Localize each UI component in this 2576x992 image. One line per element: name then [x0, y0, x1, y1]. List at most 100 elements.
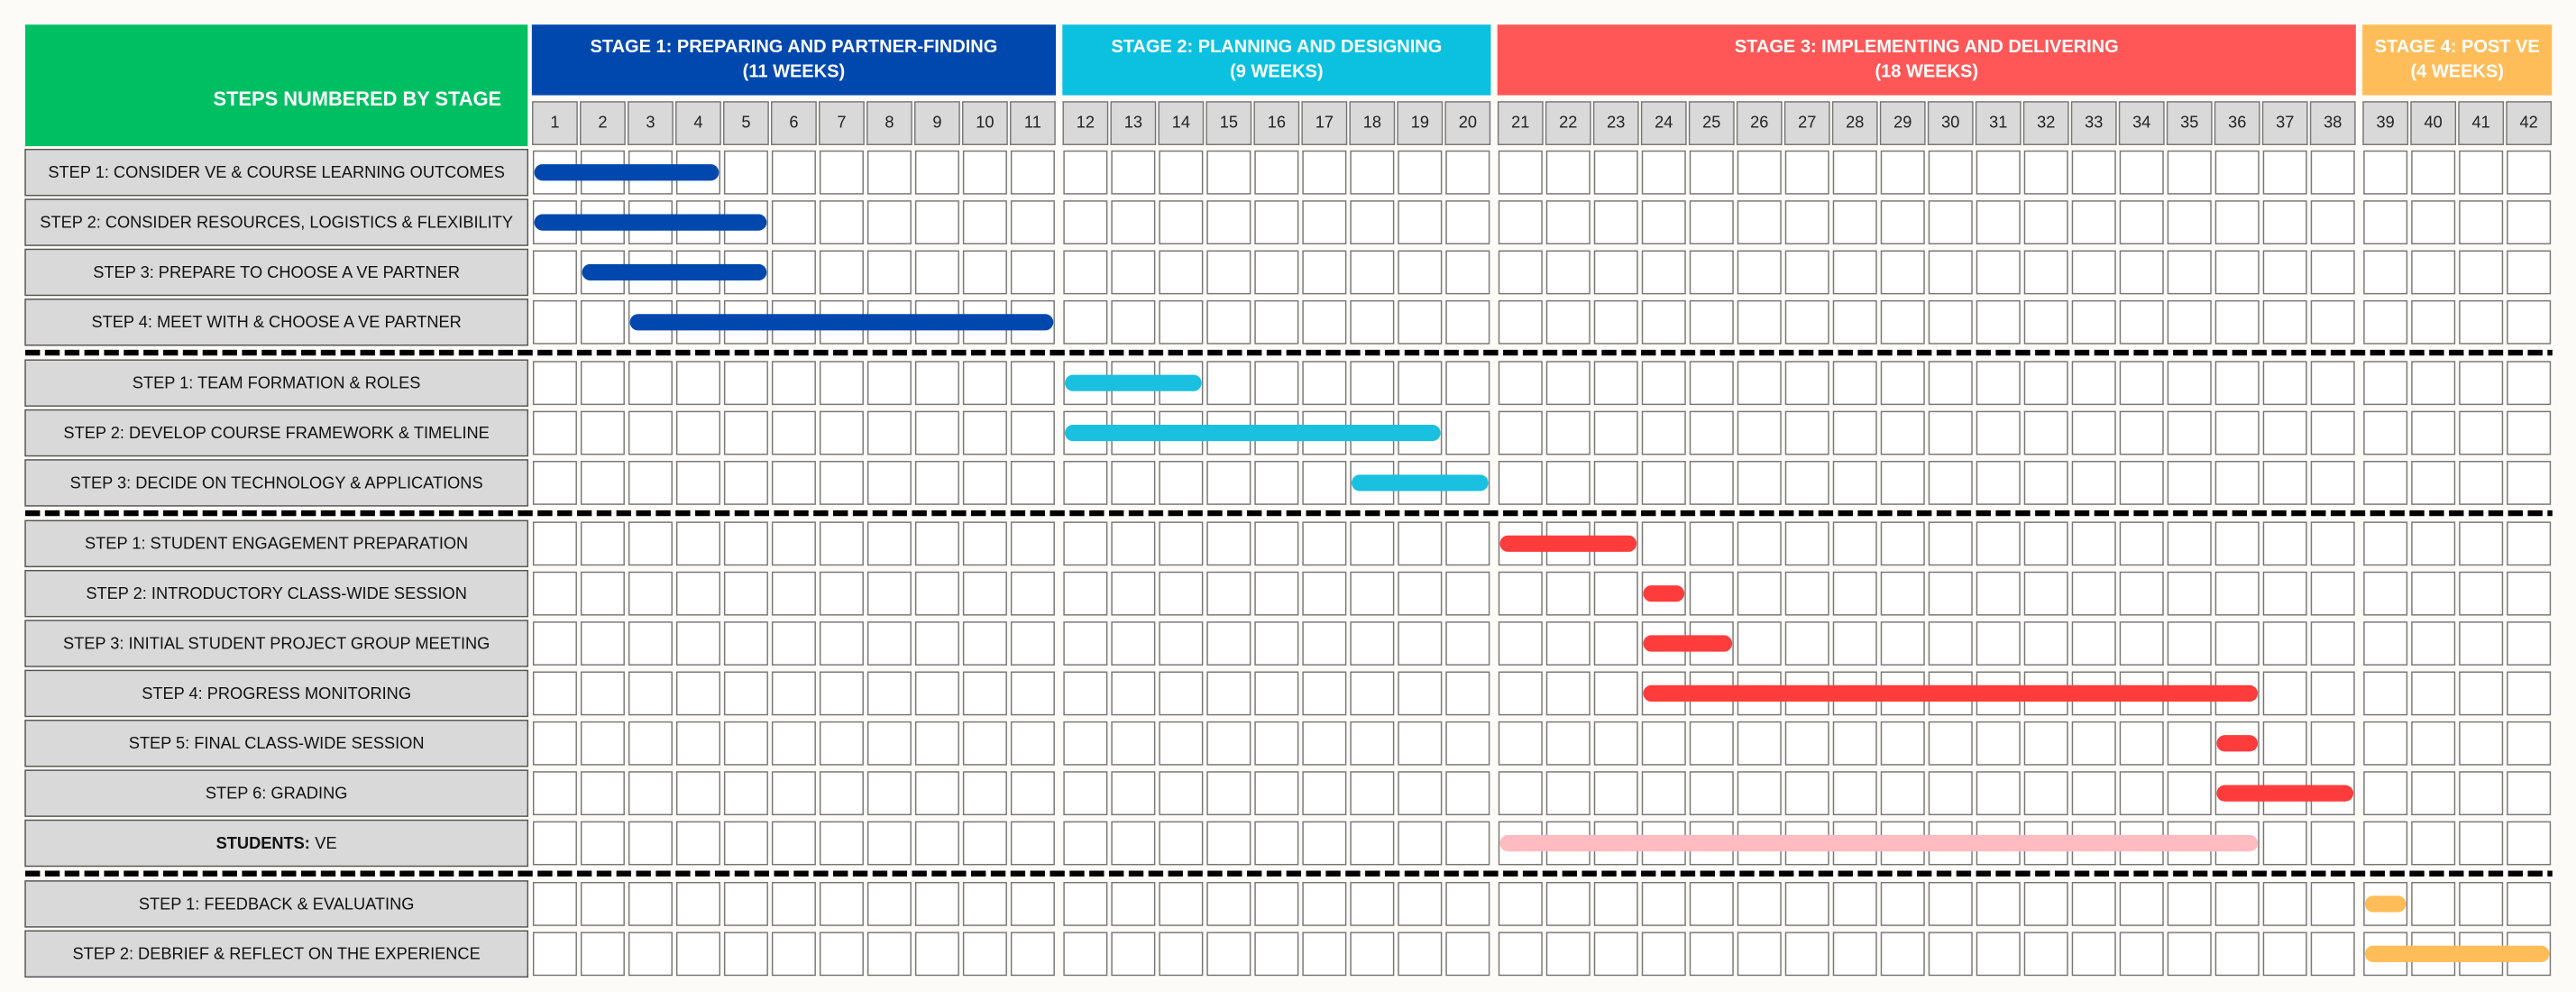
- row-label: STEP 2: DEVELOP COURSE FRAMEWORK & TIMEL…: [63, 424, 489, 442]
- grid-cell: [1302, 200, 1347, 244]
- grid-cell: [675, 521, 720, 566]
- grid-cell: [962, 881, 1007, 926]
- grid-cell: [723, 671, 768, 716]
- week-number: 38: [2324, 113, 2342, 131]
- grid-cell: [819, 200, 864, 244]
- grid-cell: [1498, 410, 1543, 455]
- task-bar: [534, 214, 767, 231]
- grid-cell: [2411, 671, 2456, 716]
- week-number: 4: [693, 113, 702, 131]
- row-label: STEP 1: TEAM FORMATION & ROLES: [133, 373, 421, 391]
- week-number: 5: [741, 113, 750, 131]
- row-label-text: STEP 3: DECIDE ON TECHNOLOGY & APPLICATI…: [70, 473, 483, 491]
- grid-cell: [2363, 571, 2408, 616]
- grid-cell: [1254, 821, 1299, 866]
- grid-cell: [2310, 821, 2355, 866]
- grid-cell: [1010, 821, 1055, 866]
- grid-cell: [2023, 410, 2068, 455]
- grid-cell: [1302, 571, 1347, 616]
- grid-cell: [1398, 881, 1443, 926]
- stage-header: [1497, 24, 2356, 96]
- grid-cell: [2023, 881, 2068, 926]
- task-bar: [1499, 834, 2259, 852]
- grid-cell: [2167, 771, 2212, 816]
- grid-cell: [2459, 361, 2504, 406]
- grid-cell: [1784, 721, 1829, 766]
- grid-cell: [2119, 521, 2164, 566]
- row-label-text: STEP 1: TEAM FORMATION & ROLES: [133, 373, 421, 391]
- grid-cell: [2119, 361, 2164, 406]
- grid-cell: [1976, 932, 2021, 977]
- row-label-text: STEP 2: INTRODUCTORY CLASS-WIDE SESSION: [86, 584, 466, 602]
- grid-cell: [1784, 150, 1829, 195]
- grid-cell: [1206, 571, 1251, 616]
- grid-cell: [1593, 461, 1638, 505]
- grid-cell: [1928, 721, 1973, 766]
- grid-cell: [1641, 361, 1686, 406]
- grid-cell: [1976, 461, 2021, 505]
- grid-cell: [1302, 521, 1347, 566]
- week-number: 19: [1411, 113, 1429, 131]
- row-label: STEP 2: CONSIDER RESOURCES, LOGISTICS & …: [40, 213, 513, 231]
- week-cell: [1397, 101, 1444, 145]
- week-cell: [1592, 101, 1639, 145]
- grid-cell: [1063, 621, 1108, 666]
- grid-cell: [914, 200, 959, 244]
- week-number: 27: [1798, 113, 1816, 131]
- grid-cell: [2507, 721, 2552, 766]
- grid-cell: [1254, 621, 1299, 666]
- grid-cell: [2507, 821, 2552, 866]
- grid-cell: [1545, 410, 1591, 455]
- week-cell: [2506, 101, 2553, 145]
- grid-cell: [914, 671, 959, 716]
- grid-cell: [723, 771, 768, 816]
- grid-cell: [1593, 721, 1638, 766]
- week-number: 24: [1655, 113, 1673, 131]
- grid-cell: [1398, 771, 1443, 816]
- week-number: 1: [550, 113, 559, 131]
- grid-cell: [580, 771, 625, 816]
- row-label: STEP 3: DECIDE ON TECHNOLOGY & APPLICATI…: [70, 473, 483, 491]
- grid-cell: [532, 932, 577, 977]
- grid-cell: [1976, 721, 2021, 766]
- grid-cell: [2507, 150, 2552, 195]
- grid-cell: [2310, 571, 2355, 616]
- grid-cell: [2310, 200, 2355, 244]
- grid-cell: [1928, 881, 1973, 926]
- grid-cell: [675, 571, 720, 616]
- grid-cell: [962, 410, 1007, 455]
- grid-cell: [962, 461, 1007, 505]
- grid-cell: [1498, 881, 1543, 926]
- grid-cell: [1111, 571, 1156, 616]
- grid-cell: [1976, 771, 2021, 816]
- row-label-text: STEP 4: PROGRESS MONITORING: [142, 684, 411, 703]
- week-cell: [1975, 101, 2021, 145]
- grid-cell: [2071, 721, 2116, 766]
- grid-cell: [2507, 881, 2552, 926]
- task-bar: [2364, 945, 2550, 962]
- grid-cell: [1641, 410, 1686, 455]
- grid-cell: [1254, 881, 1299, 926]
- row-label-cell: [24, 819, 529, 868]
- grid-cell: [1737, 721, 1782, 766]
- grid-cell: [2363, 771, 2408, 816]
- grid-cell: [628, 571, 673, 616]
- week-cell: [1927, 101, 1974, 145]
- grid-cell: [1254, 521, 1299, 566]
- grid-cell: [1689, 571, 1734, 616]
- grid-cell: [1350, 299, 1395, 344]
- grid-cell: [2071, 410, 2116, 455]
- grid-cell: [2310, 150, 2355, 195]
- grid-cell: [1928, 150, 1973, 195]
- grid-cell: [1593, 250, 1638, 295]
- grid-cell: [1111, 200, 1156, 244]
- grid-cell: [2411, 461, 2456, 505]
- grid-cell: [1593, 671, 1638, 716]
- grid-cell: [675, 621, 720, 666]
- grid-cell: [2119, 299, 2164, 344]
- grid-cell: [1928, 410, 1973, 455]
- grid-cell: [1254, 571, 1299, 616]
- task-bar: [2216, 785, 2354, 802]
- grid-cell: [2363, 821, 2408, 866]
